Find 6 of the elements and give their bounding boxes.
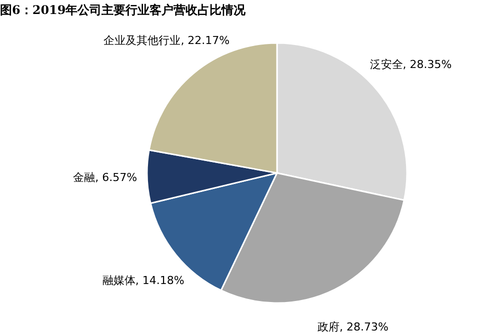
chart-title: 图6：2019年公司主要行业客户营收占比情况 [0,3,247,17]
slice-label: 金融, 6.57% [73,170,138,184]
slice-label: 政府, 28.73% [318,320,388,334]
slice-label: 企业及其他行业, 22.17% [104,34,230,48]
slice-label: 泛安全, 28.35% [370,58,452,71]
slice-label: 融媒体, 14.18% [102,274,184,288]
